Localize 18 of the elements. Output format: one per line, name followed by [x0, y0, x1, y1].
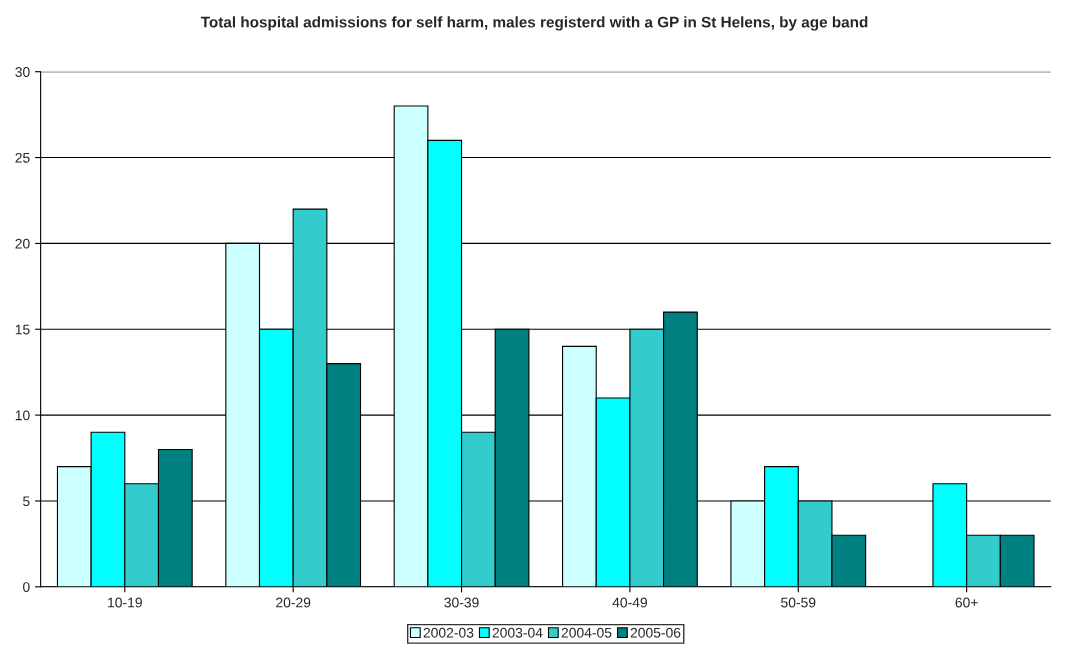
- legend-label: 2003-04: [492, 627, 543, 638]
- y-tick-label: 25: [15, 152, 30, 163]
- legend-label: 2005-06: [630, 627, 681, 638]
- y-tick-label: 10: [15, 410, 30, 421]
- x-tick-label: 20-29: [276, 597, 311, 608]
- x-tick-label: 40-49: [612, 597, 648, 608]
- y-tick-label: 15: [15, 324, 30, 335]
- x-tick-label: 50-59: [781, 597, 816, 608]
- legend-label: 2004-05: [561, 627, 612, 638]
- x-tick-label: 60+: [955, 597, 978, 608]
- chart-title: Total hospital admissions for self harm, males registerd with a GP in St Helens, by age band: [200, 16, 868, 31]
- y-tick-label: 0: [23, 582, 30, 592]
- y-tick-label: 5: [23, 496, 30, 507]
- y-tick-label: 20: [15, 238, 30, 249]
- legend-label: 2002-03: [423, 627, 474, 638]
- x-tick-label: 10-19: [108, 597, 142, 608]
- y-tick-label: 30: [15, 67, 30, 77]
- x-tick-label: 30-39: [444, 597, 479, 608]
